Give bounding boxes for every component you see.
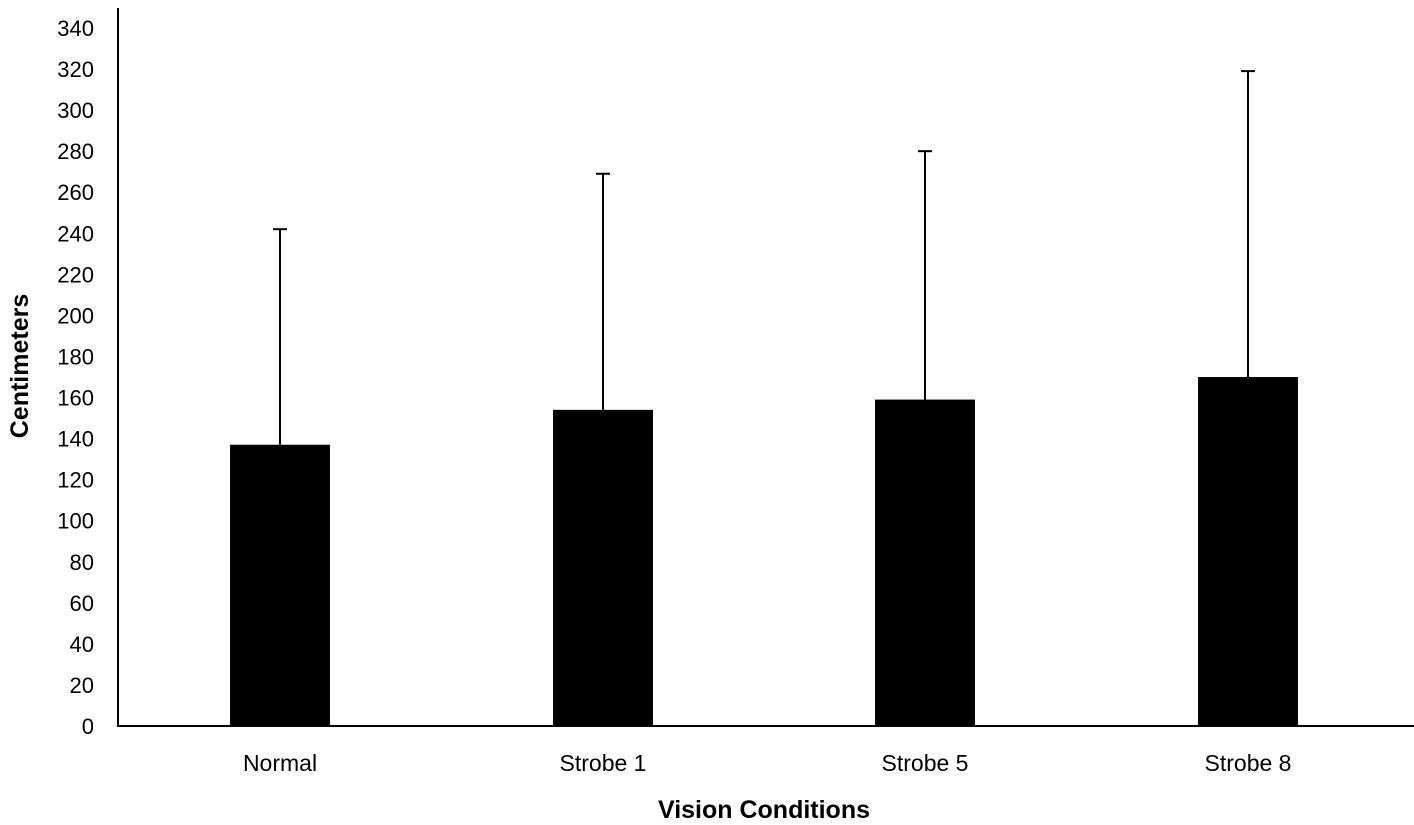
y-tick-label: 100 <box>57 509 94 534</box>
y-tick-label: 300 <box>57 98 94 123</box>
y-tick-label: 20 <box>70 673 94 698</box>
y-tick-label: 260 <box>57 180 94 205</box>
y-tick-label: 200 <box>57 303 94 328</box>
error-bars <box>273 70 1255 445</box>
error-bar <box>918 150 932 400</box>
y-tick-label: 220 <box>57 262 94 287</box>
y-tick-label: 160 <box>57 386 94 411</box>
bars <box>230 377 1298 726</box>
y-tick-label: 320 <box>57 57 94 82</box>
y-tick-label: 240 <box>57 221 94 246</box>
y-tick-label: 120 <box>57 468 94 493</box>
x-category-label: Normal <box>243 750 317 776</box>
bar <box>553 409 653 726</box>
axes <box>117 8 1414 727</box>
bar <box>230 444 330 726</box>
x-axis-category-labels: Normal Strobe 1 Strobe 5 Strobe 8 <box>243 750 1292 776</box>
x-category-label: Strobe 8 <box>1205 750 1292 776</box>
y-axis-ticks: 0 20 40 60 80 100 120 140 160 180 200 220 240 260 280 3… <box>57 16 94 739</box>
y-tick-label: 80 <box>70 550 94 575</box>
x-category-label: Strobe 1 <box>560 750 647 776</box>
y-tick-label: 60 <box>70 591 94 616</box>
y-tick-label: 180 <box>57 344 94 369</box>
y-tick-label: 340 <box>57 16 94 41</box>
y-tick-label: 140 <box>57 427 94 452</box>
y-tick-label: 280 <box>57 139 94 164</box>
y-tick-label: 0 <box>82 714 94 739</box>
bar <box>1198 377 1298 726</box>
error-bar <box>1241 70 1255 377</box>
x-category-label: Strobe 5 <box>882 750 969 776</box>
y-axis-title: Centimeters <box>6 294 34 439</box>
x-axis-title: Vision Conditions <box>658 796 870 824</box>
error-bar <box>596 172 610 410</box>
bar <box>875 399 975 726</box>
error-bar <box>273 228 287 445</box>
y-tick-label: 40 <box>70 632 94 657</box>
